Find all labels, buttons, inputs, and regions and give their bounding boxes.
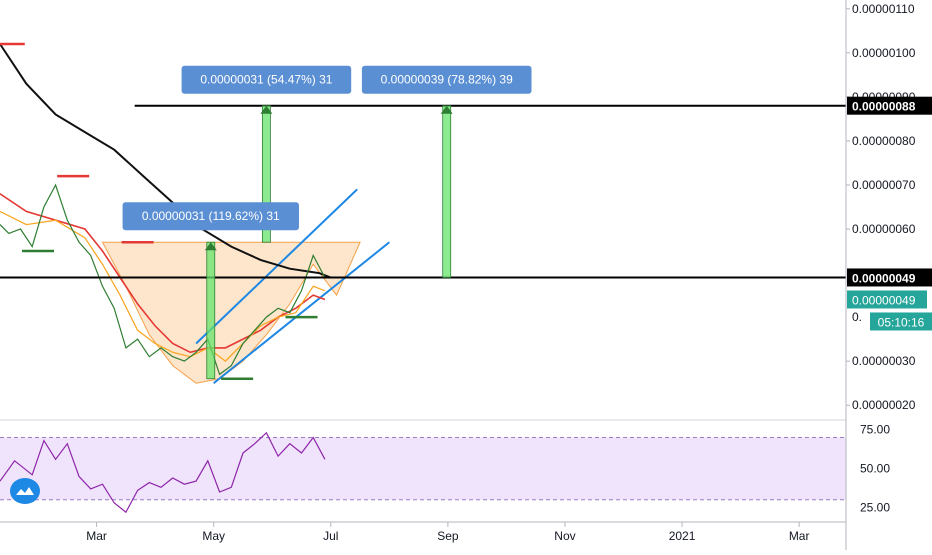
time-tick-label: Nov [554,529,575,543]
rsi-tick-label: 25.00 [860,501,890,515]
measure-label-2: 0.00000039 (78.82%) 39 [381,73,513,87]
measure-arrowhead-2 [440,105,453,114]
ma-short-line [0,193,326,354]
measure-bar-2 [442,105,452,278]
last-price-box [847,290,927,309]
rsi-pane [0,431,846,514]
measure-arrowhead-3 [204,242,217,251]
price-tick-label: 0.00000030 [852,354,916,368]
time-tick-label: May [202,529,225,543]
last-price-label: 0.00000049 [852,293,916,307]
level-price-box-1 [847,96,932,115]
time-tick-label: Jul [323,529,338,543]
time-tick-label: Sep [437,529,459,543]
time-tick-label: Mar [789,529,810,543]
price-line [0,183,326,376]
channel-line-2 [195,188,358,345]
measure-label-1: 0.00000031 (54.47%) 31 [200,73,332,87]
measure-box-2 [361,65,532,94]
price-tick-label: 0.00000020 [852,398,916,412]
price-tick-label: 0.00000070 [852,178,916,192]
measure-box-1 [181,65,352,94]
cup-pattern-shape [101,241,361,384]
channel-line-1 [213,241,390,384]
price-tick-label: 0.00000100 [852,46,916,60]
measure-bar-3 [206,241,216,380]
price-tick-label: 0.00000080 [852,134,916,148]
rsi-tick-label: 75.00 [860,423,890,437]
measure-box-3 [122,202,299,231]
price-axis: 0.000001100.000001000.000000900.00000080… [845,0,932,550]
rsi-tick-label: 50.00 [860,462,890,476]
time-tick-label: Mar [86,529,107,543]
level-price-box-2 [847,268,932,287]
rsi-line [0,431,326,514]
level-price-label-2: 0.00000049 [852,271,916,285]
tradingview-logo-icon[interactable] [10,478,40,504]
countdown-box [870,312,932,331]
measure-label-3: 0.00000031 (119.62%) 31 [142,209,280,223]
price-tick-label: 0.00000060 [852,222,916,236]
measure-arrowhead-1 [260,105,273,114]
level-price-label-1: 0.00000088 [852,100,916,114]
ma-fast-line [0,210,326,362]
time-tick-label: 2021 [669,529,696,543]
price-pane: 0.00000031 (54.47%) 31 0.00000039 (78.82%… [0,42,846,421]
countdown-label: 05:10:16 [878,315,925,329]
price-tick-label-partial: 0. [852,310,862,324]
time-axis: Mar May Jul Sep Nov 2021 Mar [0,521,846,543]
price-tick-label: 0.00000110 [852,2,915,16]
rsi-band [0,437,846,500]
